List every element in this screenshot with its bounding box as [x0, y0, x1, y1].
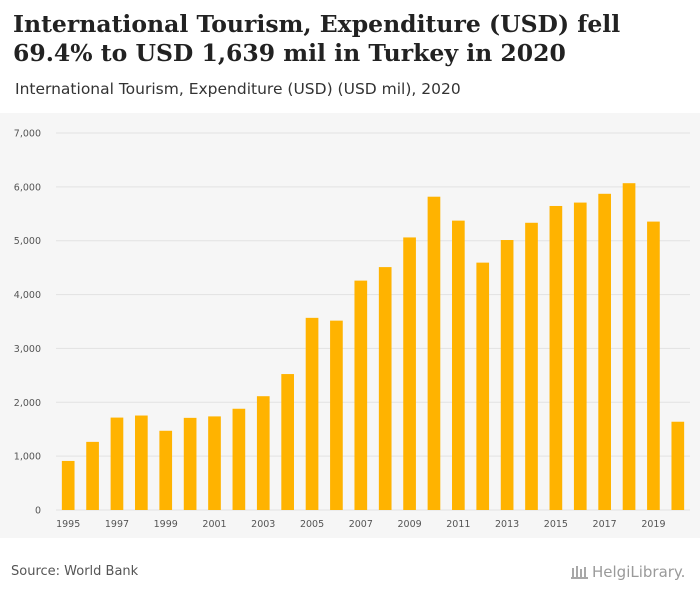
bar-2009[interactable]: [403, 237, 416, 510]
bar-1999[interactable]: [159, 430, 173, 510]
gridlines: [56, 132, 690, 511]
x-axis-ticks: 1995 1997 1999 2001 2003 2005 2007 2009 2011 2013…: [56, 519, 665, 530]
bar-2010[interactable]: [427, 196, 441, 510]
bar-1995[interactable]: [61, 460, 75, 510]
bar-2015[interactable]: [549, 205, 563, 511]
x-tick-label: 1997: [105, 519, 129, 530]
y-tick-label: 1,000: [14, 452, 41, 463]
bar-2008[interactable]: [378, 267, 392, 510]
bar-2014[interactable]: [525, 222, 538, 510]
bar-2005[interactable]: [305, 317, 319, 510]
bar-2020[interactable]: [671, 421, 685, 510]
bar-2001[interactable]: [208, 416, 221, 510]
y-tick-label: 7,000: [14, 129, 41, 140]
x-tick-label: 2005: [300, 519, 324, 530]
bar-2019[interactable]: [647, 221, 660, 510]
bar-2013[interactable]: [500, 240, 514, 510]
x-tick-label: 1999: [154, 519, 178, 530]
bar-2011[interactable]: [452, 220, 465, 510]
x-tick-label: 2015: [544, 519, 568, 530]
bar-2002[interactable]: [232, 408, 246, 510]
x-tick-label: 2017: [593, 519, 617, 530]
library-building-icon: [571, 566, 588, 579]
x-tick-label: 2009: [397, 519, 421, 530]
x-tick-label: 1995: [56, 519, 80, 530]
x-tick-label: 2019: [641, 519, 665, 530]
bar-2018[interactable]: [622, 183, 636, 510]
y-tick-label: 0: [35, 506, 41, 517]
bar-1996[interactable]: [86, 441, 99, 510]
x-tick-label: 2003: [251, 519, 275, 530]
bar-2004[interactable]: [281, 374, 294, 510]
y-tick-label: 6,000: [14, 182, 41, 193]
bar-2017[interactable]: [598, 193, 611, 511]
x-tick-label: 2001: [202, 519, 226, 530]
bar-2007[interactable]: [354, 280, 368, 510]
bar-2016[interactable]: [573, 202, 587, 510]
bar-2006[interactable]: [330, 320, 343, 510]
y-axis-ticks: 0 1,000 2,000 3,000 4,000 5,000 6,000 7,000: [14, 129, 41, 517]
y-tick-label: 2,000: [14, 398, 41, 409]
bar-1998[interactable]: [135, 415, 148, 510]
y-tick-label: 3,000: [14, 344, 41, 355]
y-tick-label: 4,000: [14, 290, 41, 301]
bars: [61, 183, 685, 511]
chart-subtitle: International Tourism, Expenditure (USD)…: [15, 80, 461, 98]
logo-text: HelgiLibrary.: [592, 563, 686, 581]
chart-title: International Tourism, Expenditure (USD)…: [13, 10, 621, 67]
x-tick-label: 2013: [495, 519, 519, 530]
x-tick-label: 2011: [446, 519, 470, 530]
y-tick-label: 5,000: [14, 236, 41, 247]
source-note: Source: World Bank: [11, 564, 139, 579]
helgilibrary-logo[interactable]: HelgiLibrary.: [571, 563, 685, 581]
bar-2003[interactable]: [256, 396, 270, 510]
bar-2012[interactable]: [476, 262, 490, 510]
bar-1997[interactable]: [110, 417, 124, 510]
x-tick-label: 2007: [349, 519, 373, 530]
bar-2000[interactable]: [183, 417, 197, 510]
